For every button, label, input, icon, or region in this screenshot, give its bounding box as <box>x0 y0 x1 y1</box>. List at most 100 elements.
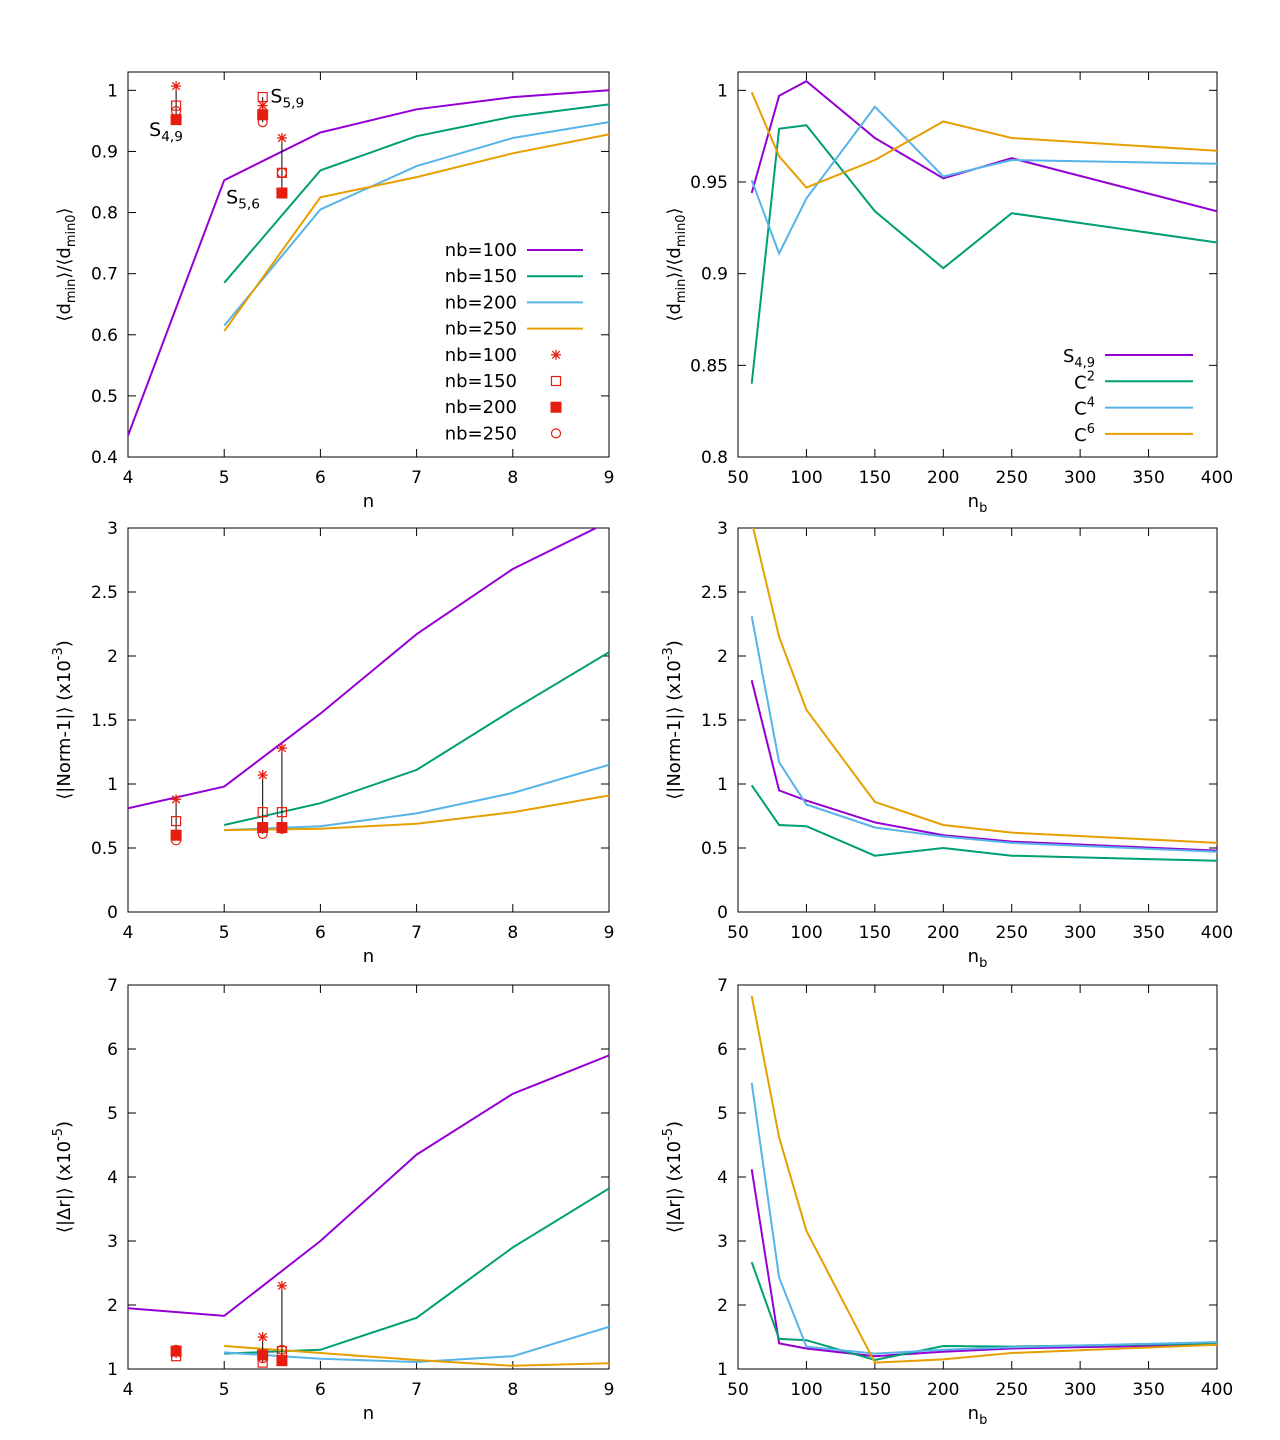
point-star <box>257 1332 268 1342</box>
x-tick-label: 6 <box>315 1380 326 1400</box>
point-open-square <box>276 807 288 818</box>
series-line-c2 <box>750 124 1217 384</box>
panel-6: 50 100 150 200 250 300 350 400 1 2 3 4 5 6 7 nb ⟨|Δr|⟩ (… <box>661 976 1233 1428</box>
legend-label: S4,9 <box>1063 346 1095 371</box>
legend-label: nb=200 <box>445 397 517 418</box>
y-tick-label: 2 <box>107 1296 118 1316</box>
y-tick-label: 0.7 <box>91 265 118 285</box>
x-tick-label: 9 <box>604 468 615 488</box>
point-open-circle <box>257 828 268 840</box>
point-star <box>171 81 182 92</box>
x-tick-label: 7 <box>411 923 422 943</box>
series-line-s4-9 <box>750 80 1217 213</box>
x-tick-label: 350 <box>1132 468 1164 488</box>
x-tick-label: 300 <box>1064 923 1096 943</box>
x-tick-label: 5 <box>219 468 230 488</box>
y-tick-label: 1 <box>107 775 118 795</box>
x-tick-label: 4 <box>123 923 134 943</box>
point-star <box>276 133 287 143</box>
x-tick-label: 7 <box>411 1380 422 1400</box>
series-line-nb-250 <box>224 1345 609 1367</box>
x-tick-label: 6 <box>315 468 326 488</box>
x-tick-label: 150 <box>859 468 891 488</box>
legend-label: nb=200 <box>445 292 517 313</box>
y-axis-label: ⟨dmin⟩/⟨dmin0⟩ <box>664 207 689 321</box>
y-tick-label: 0 <box>107 903 118 923</box>
series-line-nb-150 <box>223 651 609 826</box>
point-star <box>276 1280 287 1291</box>
y-tick-label: 6 <box>717 1040 728 1060</box>
series-line-nb-200 <box>223 121 609 327</box>
x-tick-label: 7 <box>411 468 422 488</box>
y-tick-label: 2.5 <box>701 583 728 603</box>
point-filled-square <box>257 822 269 834</box>
legend-label: nb=100 <box>445 240 517 261</box>
series-line-nb-150 <box>223 103 609 284</box>
point-filled-square <box>276 1355 288 1367</box>
series-line-c4 <box>750 1082 1217 1355</box>
legend-marker-star <box>551 349 561 360</box>
series-line-nb-100 <box>128 528 599 810</box>
y-tick-label: 2 <box>717 647 728 667</box>
series-line-nb-200 <box>224 1325 609 1364</box>
x-tick-label: 150 <box>859 1380 891 1400</box>
x-axis-label: n <box>363 491 374 512</box>
y-tick-label: 1 <box>717 1360 728 1380</box>
y-tick-label: 1.5 <box>91 711 118 731</box>
x-axis-label: n <box>363 946 374 967</box>
y-tick-label: 5 <box>107 1104 118 1124</box>
x-axis-label: nb <box>968 491 988 516</box>
y-tick-label: 0.95 <box>690 173 728 193</box>
legend-marker-open-square <box>550 375 562 387</box>
annotation-label: S4,9 <box>149 119 183 145</box>
point-open-circle <box>276 1344 288 1355</box>
x-tick-label: 8 <box>507 1380 518 1400</box>
y-tick-label: 0.5 <box>701 839 728 859</box>
point-open-square <box>257 91 268 103</box>
series-line-c6 <box>750 91 1217 189</box>
x-tick-label: 150 <box>859 923 891 943</box>
y-tick-label: 0.85 <box>690 356 728 376</box>
x-tick-label: 4 <box>123 468 134 488</box>
legend-label: C6 <box>1074 422 1095 446</box>
x-tick-label: 100 <box>790 923 822 943</box>
y-tick-label: 0.8 <box>91 204 118 224</box>
point-open-square <box>171 100 182 111</box>
y-tick-label: 0 <box>717 903 728 923</box>
point-open-circle <box>276 823 288 834</box>
y-tick-label: 0.5 <box>91 839 118 859</box>
y-tick-label: 2 <box>107 647 118 667</box>
x-tick-label: 6 <box>315 923 326 943</box>
plot-frame <box>127 984 610 1370</box>
panel-5: 4 5 6 7 8 9 1 2 3 4 5 6 7 n ⟨|Δr|⟩ (x10-5) <box>51 976 614 1424</box>
x-tick-label: 250 <box>995 468 1027 488</box>
x-axis-label: nb <box>968 946 988 971</box>
y-tick-label: 5 <box>717 1104 728 1124</box>
x-tick-label: 50 <box>727 1380 749 1400</box>
y-tick-label: 7 <box>717 976 728 996</box>
legend-label: nb=150 <box>445 371 517 392</box>
plot-frame <box>127 527 610 913</box>
x-tick-label: 200 <box>927 468 959 488</box>
series-line-c2 <box>750 784 1217 862</box>
legend-label: nb=150 <box>445 266 517 287</box>
x-tick-label: 350 <box>1132 923 1164 943</box>
point-star <box>276 743 287 754</box>
point-filled-square <box>276 822 288 834</box>
series-line-c4 <box>750 616 1217 853</box>
series-line-nb-100 <box>128 1054 609 1317</box>
x-tick-label: 100 <box>790 1380 822 1400</box>
y-tick-label: 1 <box>717 81 728 101</box>
x-tick-label: 4 <box>123 1380 134 1400</box>
point-open-circle <box>257 1353 268 1364</box>
y-tick-label: 0.4 <box>91 448 118 468</box>
point-open-circle <box>276 167 288 178</box>
series-line-c6 <box>752 528 1217 844</box>
plot-frame <box>127 71 610 458</box>
x-tick-label: 50 <box>727 923 749 943</box>
x-tick-label: 400 <box>1201 468 1233 488</box>
point-open-square <box>257 807 268 818</box>
y-axis-label: ⟨|Norm-1|⟩ (x10-3) <box>51 640 75 799</box>
series-line-nb-200 <box>224 763 609 832</box>
